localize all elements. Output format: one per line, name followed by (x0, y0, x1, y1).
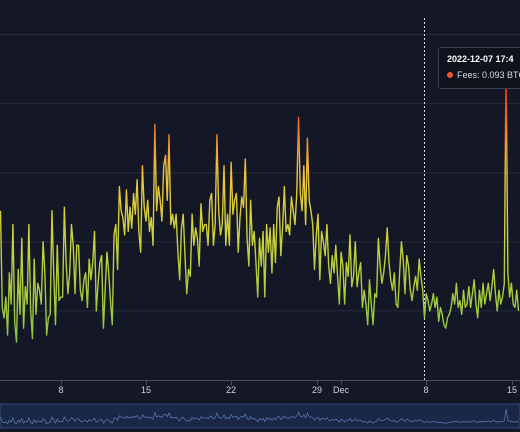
navigator[interactable] (0, 403, 520, 429)
series-layer (0, 58, 520, 343)
x-tick-label: 8 (423, 385, 428, 395)
navigator-series (0, 409, 519, 425)
tooltip: 2022-12-07 17:4 Fees: 0.093 BTC (438, 47, 520, 89)
x-axis: 8 15 22 29 Dec 8 15 (0, 380, 520, 395)
x-tick-label: 22 (226, 385, 236, 395)
x-tick-label: 29 (312, 385, 322, 395)
x-tick-label: 15 (141, 385, 151, 395)
fees-series-line (0, 58, 520, 343)
navigator-track[interactable] (0, 403, 520, 429)
tooltip-value: Fees: 0.093 BTC (457, 70, 520, 80)
x-tick-label: Dec (333, 385, 350, 395)
series-dot-icon (447, 72, 453, 78)
tooltip-row: Fees: 0.093 BTC (447, 70, 520, 80)
x-tick-label: 15 (507, 385, 517, 395)
tooltip-title: 2022-12-07 17:4 (447, 54, 514, 64)
x-tick-label: 8 (58, 385, 63, 395)
grid-lines (0, 34, 520, 312)
